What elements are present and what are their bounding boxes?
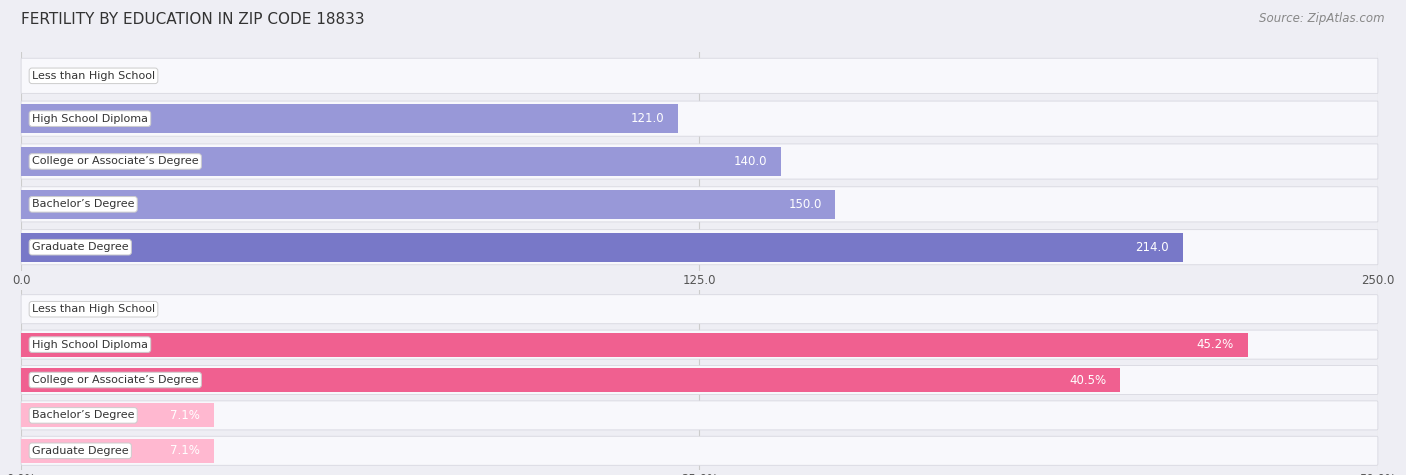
- FancyBboxPatch shape: [21, 101, 1378, 136]
- FancyBboxPatch shape: [21, 330, 1378, 359]
- Text: Graduate Degree: Graduate Degree: [32, 446, 128, 456]
- Bar: [21, 368, 1121, 392]
- Text: 45.2%: 45.2%: [1197, 338, 1234, 351]
- Bar: [21, 190, 835, 219]
- Text: High School Diploma: High School Diploma: [32, 340, 148, 350]
- Text: 0.0: 0.0: [38, 69, 56, 82]
- FancyBboxPatch shape: [21, 229, 1378, 265]
- Text: Source: ZipAtlas.com: Source: ZipAtlas.com: [1260, 12, 1385, 25]
- FancyBboxPatch shape: [21, 187, 1378, 222]
- FancyBboxPatch shape: [21, 401, 1378, 430]
- Text: Bachelor’s Degree: Bachelor’s Degree: [32, 410, 135, 420]
- Text: College or Associate’s Degree: College or Associate’s Degree: [32, 375, 198, 385]
- Text: College or Associate’s Degree: College or Associate’s Degree: [32, 156, 198, 167]
- Text: Bachelor’s Degree: Bachelor’s Degree: [32, 200, 135, 209]
- Bar: [21, 332, 1247, 357]
- FancyBboxPatch shape: [21, 58, 1378, 94]
- Bar: [21, 439, 214, 463]
- Text: 40.5%: 40.5%: [1070, 373, 1107, 387]
- Text: Graduate Degree: Graduate Degree: [32, 242, 128, 252]
- Text: 121.0: 121.0: [630, 112, 664, 125]
- Text: 140.0: 140.0: [734, 155, 768, 168]
- Bar: [21, 233, 1182, 262]
- Bar: [21, 104, 678, 133]
- FancyBboxPatch shape: [21, 365, 1378, 395]
- Bar: [21, 147, 780, 176]
- Text: 7.1%: 7.1%: [170, 409, 200, 422]
- FancyBboxPatch shape: [21, 144, 1378, 179]
- Bar: [21, 403, 214, 428]
- FancyBboxPatch shape: [21, 294, 1378, 324]
- Text: 7.1%: 7.1%: [170, 444, 200, 457]
- Text: Less than High School: Less than High School: [32, 71, 155, 81]
- FancyBboxPatch shape: [21, 436, 1378, 466]
- Text: High School Diploma: High School Diploma: [32, 114, 148, 124]
- Text: 0.0%: 0.0%: [38, 303, 67, 316]
- Text: 150.0: 150.0: [789, 198, 821, 211]
- Text: Less than High School: Less than High School: [32, 304, 155, 314]
- Text: FERTILITY BY EDUCATION IN ZIP CODE 18833: FERTILITY BY EDUCATION IN ZIP CODE 18833: [21, 12, 364, 27]
- Text: 214.0: 214.0: [1135, 241, 1168, 254]
